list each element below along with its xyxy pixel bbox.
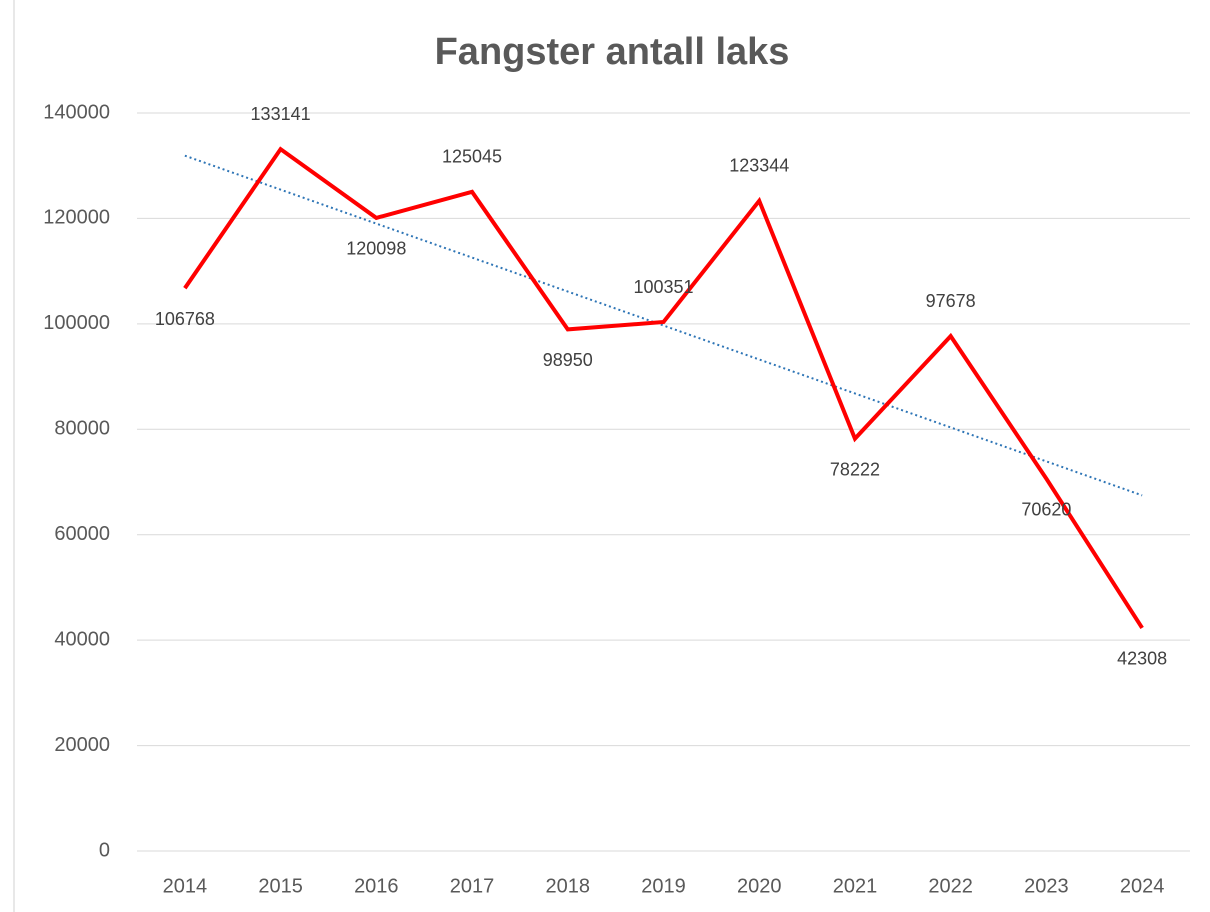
data-label: 100351 — [633, 277, 693, 297]
x-tick-label: 2021 — [833, 875, 878, 897]
y-tick-label: 140000 — [43, 101, 110, 123]
data-label: 133141 — [251, 104, 311, 124]
data-label: 106768 — [155, 309, 215, 329]
y-tick-label: 20000 — [54, 734, 110, 756]
y-tick-label: 60000 — [54, 523, 110, 545]
data-label: 97678 — [926, 291, 976, 311]
y-tick-label: 0 — [99, 839, 110, 861]
x-tick-label: 2022 — [928, 875, 973, 897]
data-label: 42308 — [1117, 649, 1167, 669]
data-label: 123344 — [729, 156, 789, 176]
x-tick-label: 2014 — [163, 875, 208, 897]
data-label: 98950 — [543, 350, 593, 370]
data-label: 120098 — [346, 239, 406, 259]
x-tick-label: 2016 — [354, 875, 399, 897]
data-line — [183, 146, 1144, 630]
y-tick-label: 40000 — [54, 628, 110, 650]
chart-title: Fangster antall laks — [435, 31, 790, 73]
x-tick-label: 2019 — [641, 875, 686, 897]
x-tick-label: 2017 — [450, 875, 495, 897]
y-tick-label: 120000 — [43, 207, 110, 229]
data-label: 70620 — [1021, 499, 1071, 519]
x-tick-label: 2024 — [1120, 875, 1165, 897]
trendline — [184, 154, 1143, 497]
x-tick-label: 2023 — [1024, 875, 1069, 897]
y-tick-label: 100000 — [43, 312, 110, 334]
data-label: 125045 — [442, 147, 502, 167]
x-tick-label: 2015 — [258, 875, 303, 897]
data-label: 78222 — [830, 459, 880, 479]
y-tick-label: 80000 — [54, 418, 110, 440]
x-tick-label: 2020 — [737, 875, 782, 897]
x-tick-label: 2018 — [546, 875, 591, 897]
